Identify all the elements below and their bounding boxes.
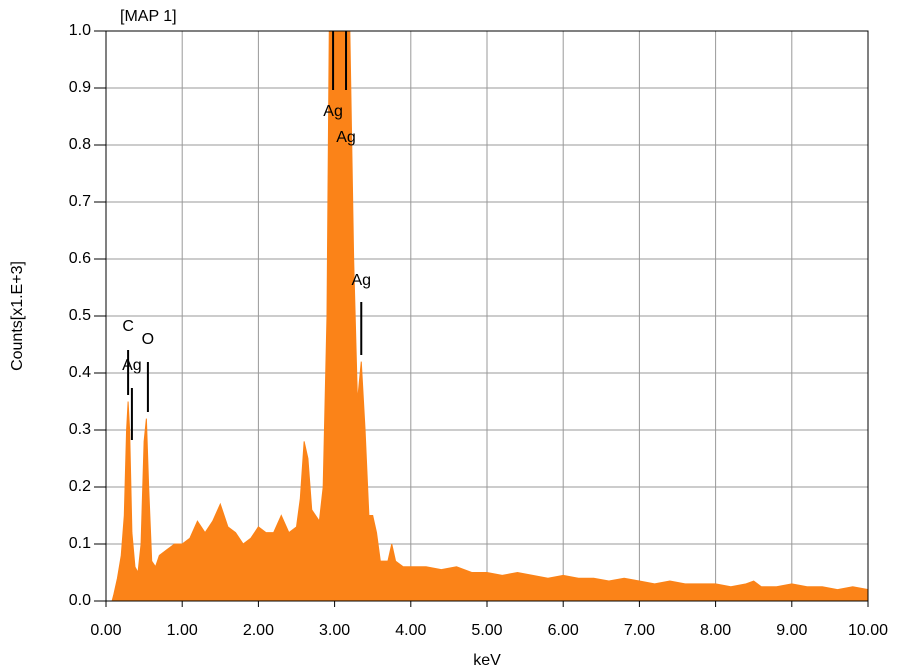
x-tick-label: 10.00 <box>848 622 888 639</box>
x-tick-label: 4.00 <box>395 622 426 639</box>
peak-label: Ag <box>351 272 371 289</box>
peak-label: Ag <box>336 129 356 146</box>
y-tick-label: 0.5 <box>69 307 91 324</box>
y-tick-label: 0.8 <box>69 136 91 153</box>
y-tick-label: 0.4 <box>69 364 91 381</box>
x-tick-label: 5.00 <box>471 622 502 639</box>
y-tick-label: 0.0 <box>69 592 91 609</box>
x-tick-label: 2.00 <box>243 622 274 639</box>
x-tick-label: 9.00 <box>776 622 807 639</box>
y-tick-label: 0.1 <box>69 535 91 552</box>
y-tick-label: 0.3 <box>69 421 91 438</box>
y-axis-label: Counts[x1.E+3] <box>9 261 26 371</box>
x-tick-label: 1.00 <box>167 622 198 639</box>
y-tick-label: 0.7 <box>69 193 91 210</box>
y-tick-label: 0.2 <box>69 478 91 495</box>
x-tick-label: 6.00 <box>548 622 579 639</box>
peak-label: Ag <box>122 357 142 374</box>
x-tick-label: 7.00 <box>624 622 655 639</box>
plot-frame <box>105 30 869 602</box>
y-tick-label: 1.0 <box>69 22 91 39</box>
peak-label: O <box>142 331 154 348</box>
x-tick-label: 3.00 <box>319 622 350 639</box>
chart-title: [MAP 1] <box>120 8 177 25</box>
x-axis-label: keV <box>473 652 501 669</box>
peak-label: Ag <box>323 103 343 120</box>
spectrum-area <box>106 30 869 602</box>
peak-label: C <box>122 318 134 335</box>
y-tick-label: 0.6 <box>69 250 91 267</box>
x-tick-label: 0.00 <box>90 622 121 639</box>
x-tick-label: 8.00 <box>700 622 731 639</box>
y-tick-label: 0.9 <box>69 79 91 96</box>
